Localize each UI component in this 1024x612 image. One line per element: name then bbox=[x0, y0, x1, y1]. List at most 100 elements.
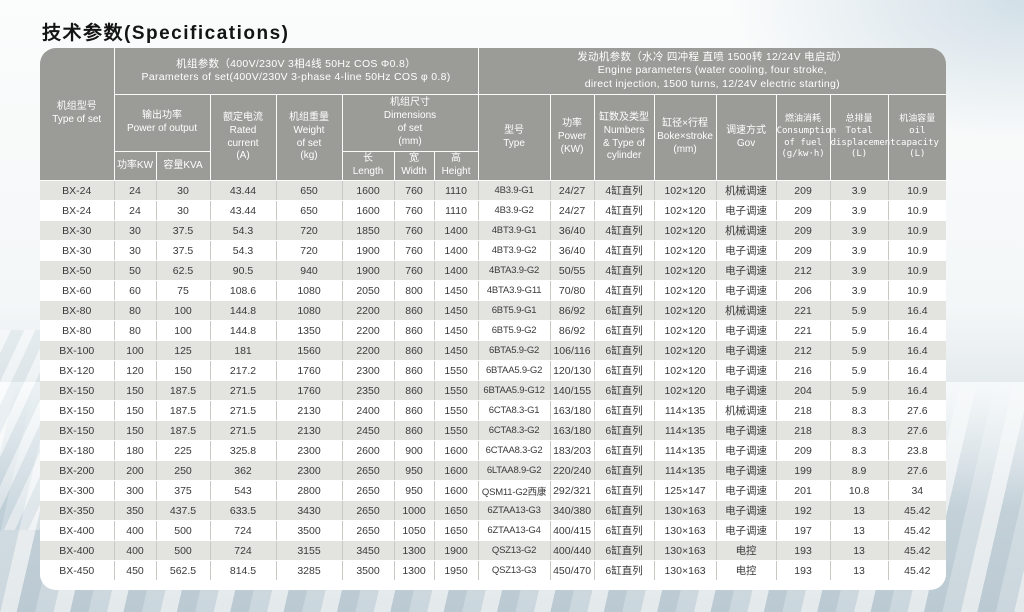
cell: 1450 bbox=[434, 320, 479, 341]
cell: 216 bbox=[776, 360, 831, 381]
cell: 43.44 bbox=[210, 180, 277, 201]
cell: 1900 bbox=[342, 260, 395, 281]
cell: 70/80 bbox=[550, 280, 595, 301]
cell: 电子调速 bbox=[716, 520, 777, 541]
cell: BX-80 bbox=[40, 320, 115, 341]
cell: 6缸直列 bbox=[594, 520, 655, 541]
cell: 24 bbox=[114, 180, 157, 201]
cell: 6BTA5.9-G2 bbox=[478, 340, 551, 361]
cell: 187.5 bbox=[156, 380, 211, 401]
cell: 4缸直列 bbox=[594, 260, 655, 281]
cell: 24/27 bbox=[550, 180, 595, 201]
cell: 400 bbox=[114, 520, 157, 541]
table-row: BX-100 100 125 181 1560 2200 860 1450 6BTA5.9-G2… bbox=[40, 340, 946, 361]
cell: 13 bbox=[830, 560, 889, 581]
cell: 1560 bbox=[276, 340, 343, 361]
cell: 50 bbox=[114, 260, 157, 281]
cell: 1650 bbox=[434, 500, 479, 521]
cell: BX-400 bbox=[40, 540, 115, 561]
cell: 50/55 bbox=[550, 260, 595, 281]
cell: 6CTA8.3-G1 bbox=[478, 400, 551, 421]
col-rated-current: 额定电流 Rated current (A) bbox=[209, 94, 277, 181]
cell: 36/40 bbox=[550, 240, 595, 261]
cell: 80 bbox=[114, 320, 157, 341]
col-type-of-set: 机组型号 Type of set bbox=[40, 48, 115, 181]
cell: 543 bbox=[210, 480, 277, 501]
cell: 950 bbox=[394, 480, 435, 501]
cell: QSM11-G2西康 bbox=[478, 480, 551, 501]
cell: 221 bbox=[776, 300, 831, 321]
cell: 2300 bbox=[276, 440, 343, 461]
cell: 4缸直列 bbox=[594, 200, 655, 221]
cell: 212 bbox=[776, 260, 831, 281]
cell: 163/180 bbox=[550, 400, 595, 421]
cell: 150 bbox=[114, 380, 157, 401]
cell: 6BT5.9-G1 bbox=[478, 300, 551, 321]
cell: 60 bbox=[114, 280, 157, 301]
cell: 1080 bbox=[276, 280, 343, 301]
cell: 200 bbox=[114, 460, 157, 481]
cell: 16.4 bbox=[888, 360, 946, 381]
cell: 3.9 bbox=[830, 200, 889, 221]
cell: 860 bbox=[394, 420, 435, 441]
cell: 6缸直列 bbox=[594, 440, 655, 461]
cell: 102×120 bbox=[654, 380, 717, 401]
cell: BX-50 bbox=[40, 260, 115, 281]
cell: 6BTAA5.9-G2 bbox=[478, 360, 551, 381]
cell: 8.3 bbox=[830, 440, 889, 461]
cell: 650 bbox=[276, 200, 343, 221]
cell: 3.9 bbox=[830, 260, 889, 281]
cell: 4缸直列 bbox=[594, 280, 655, 301]
col-governor: 调速方式 Gov bbox=[715, 94, 777, 181]
cell: BX-150 bbox=[40, 380, 115, 401]
cell: 209 bbox=[776, 440, 831, 461]
cell: BX-24 bbox=[40, 200, 115, 221]
cell: 212 bbox=[776, 340, 831, 361]
cell: 1950 bbox=[434, 560, 479, 581]
cell: 4BT3.9-G2 bbox=[478, 240, 551, 261]
cell: 4缸直列 bbox=[594, 220, 655, 241]
col-length: 长 Length bbox=[341, 151, 395, 181]
cell: 6缸直列 bbox=[594, 300, 655, 321]
cell: 5.9 bbox=[830, 320, 889, 341]
table-row: BX-50 50 62.5 90.5 940 1900 760 1400 4BTA3.9-G2 5… bbox=[40, 260, 946, 281]
table-row: BX-150 150 187.5 271.5 2130 2450 860 1550 6CTA8.… bbox=[40, 420, 946, 441]
cell: 250 bbox=[156, 460, 211, 481]
cell: BX-150 bbox=[40, 400, 115, 421]
cell: 6LTAA8.9-G2 bbox=[478, 460, 551, 481]
cell: 209 bbox=[776, 200, 831, 221]
cell: 130×163 bbox=[654, 540, 717, 561]
cell: 电子调速 bbox=[716, 340, 777, 361]
cell: 2650 bbox=[342, 520, 395, 541]
cell: 电子调速 bbox=[716, 280, 777, 301]
cell: 6缸直列 bbox=[594, 540, 655, 561]
cell: 114×135 bbox=[654, 420, 717, 441]
cell: BX-180 bbox=[40, 440, 115, 461]
table-row: BX-150 150 187.5 271.5 1760 2350 860 1550 6BTAA5… bbox=[40, 380, 946, 401]
cell: 3155 bbox=[276, 540, 343, 561]
cell: 54.3 bbox=[210, 240, 277, 261]
col-bore-stroke: 缸径×行程 Boke×stroke (mm) bbox=[653, 94, 717, 181]
cell: 电子调速 bbox=[716, 360, 777, 381]
cell: 8.9 bbox=[830, 460, 889, 481]
cell: 27.6 bbox=[888, 460, 946, 481]
spec-table-header: 机组型号 Type of set 机组参数（400V/230V 3相4线 50H… bbox=[40, 48, 946, 181]
col-weight-of-set: 机组重量 Weight of set (kg) bbox=[275, 94, 343, 181]
cell: 1550 bbox=[434, 420, 479, 441]
cell: 724 bbox=[210, 520, 277, 541]
cell: 6缸直列 bbox=[594, 400, 655, 421]
col-dimensions: 机组尺寸 Dimensions of set (mm) bbox=[341, 94, 479, 152]
cell: 13 bbox=[830, 540, 889, 561]
cell: 650 bbox=[276, 180, 343, 201]
cell: 102×120 bbox=[654, 340, 717, 361]
cell: 437.5 bbox=[156, 500, 211, 521]
cell: 120 bbox=[114, 360, 157, 381]
cell: 2200 bbox=[342, 340, 395, 361]
cell: 1600 bbox=[434, 460, 479, 481]
cell: 1450 bbox=[434, 340, 479, 361]
cell: 30 bbox=[114, 240, 157, 261]
spec-table: 机组型号 Type of set 机组参数（400V/230V 3相4线 50H… bbox=[40, 48, 946, 581]
cell: 23.8 bbox=[888, 440, 946, 461]
table-row: BX-30 30 37.5 54.3 720 1900 760 1400 4BT3.9-G2 36… bbox=[40, 240, 946, 261]
table-row: BX-180 180 225 325.8 2300 2600 900 1600 6CTAA8.3… bbox=[40, 440, 946, 461]
